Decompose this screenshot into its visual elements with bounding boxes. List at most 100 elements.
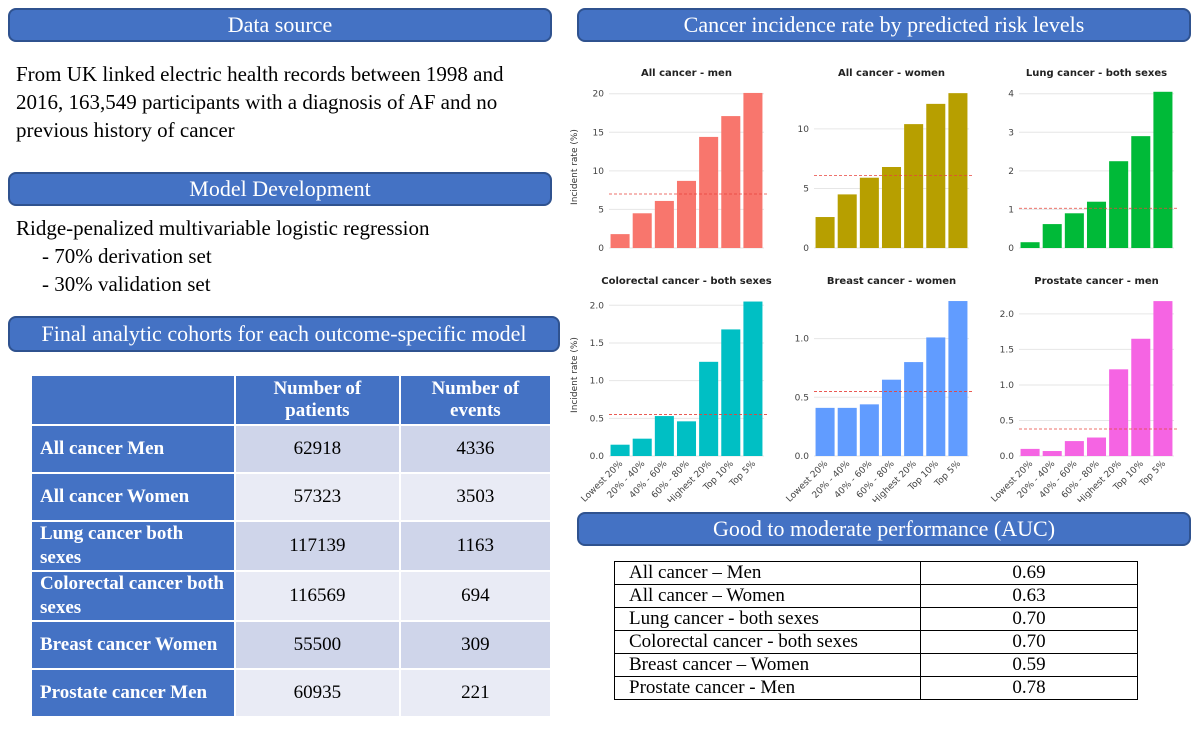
y-tick-label: 2	[1008, 167, 1014, 177]
y-tick-label: 2.0	[590, 301, 605, 311]
chart-title: Prostate cancer - men	[1034, 276, 1159, 287]
y-tick-label: 15	[593, 128, 604, 138]
cohort-row-patients: 117139	[234, 520, 401, 572]
auc-label: Lung cancer - both sexes	[614, 607, 921, 631]
bar	[837, 194, 857, 248]
auc-value: 0.78	[920, 676, 1138, 700]
table-row: Breast cancer – Women 0.59	[614, 653, 1138, 677]
y-tick-label: 1.5	[590, 339, 604, 349]
bar	[1064, 213, 1084, 248]
y-tick-label: 5	[598, 205, 604, 215]
cohort-row-label: All cancer Men	[30, 424, 236, 474]
bar	[699, 136, 719, 248]
bar	[1086, 437, 1107, 456]
bar	[743, 301, 763, 456]
cohort-table: Number of patients Number of events All …	[30, 374, 553, 718]
bar	[1109, 161, 1129, 248]
model-line-method: Ridge-penalized multivariable logistic r…	[16, 216, 430, 240]
table-row: Colorectal cancer - both sexes 0.70	[614, 630, 1138, 654]
cohort-row-events: 1163	[398, 520, 553, 572]
chart-title: Breast cancer - women	[827, 276, 956, 287]
chart-panel: All cancer - men 0 5 10 15 20 Incident rate (%…	[570, 68, 768, 254]
bar	[926, 103, 946, 248]
cohort-row-patients: 62918	[234, 424, 401, 474]
auc-value: 0.70	[920, 630, 1138, 654]
cohort-row-label: Lung cancer both sexes	[30, 520, 236, 572]
bar	[881, 167, 902, 248]
table-row: Breast cancer Women 55500 309	[30, 620, 553, 670]
bar	[904, 124, 924, 248]
table-row: Prostate cancer Men 60935 221	[30, 668, 553, 718]
bar	[1086, 201, 1107, 248]
y-tick-label: 1.0	[795, 335, 810, 345]
auc-value: 0.69	[920, 561, 1138, 585]
bar	[676, 421, 697, 456]
bar	[926, 337, 946, 456]
chart-panel: Lung cancer - both sexes 0 1 2 3 4	[1008, 68, 1178, 254]
cohort-row-label: Prostate cancer Men	[30, 668, 236, 718]
auc-title: Good to moderate performance (AUC)	[712, 516, 1056, 541]
cohort-row-events: 221	[398, 668, 553, 718]
cohorts-banner: Final analytic cohorts for each outcome-…	[8, 316, 560, 352]
bar	[837, 407, 857, 456]
bar	[1064, 441, 1084, 456]
auc-label: All cancer – Men	[614, 561, 921, 585]
bar	[859, 177, 879, 248]
bar	[904, 362, 924, 456]
cohort-row-label: All cancer Women	[30, 472, 236, 522]
auc-label: All cancer – Women	[614, 584, 921, 608]
cohorts-title: Final analytic cohorts for each outcome-…	[41, 321, 527, 346]
bar	[1042, 451, 1062, 456]
y-tick-label: 0.5	[1000, 416, 1014, 426]
bar	[676, 180, 697, 248]
bar	[699, 361, 719, 456]
bar	[815, 407, 835, 456]
auc-label: Prostate cancer - Men	[614, 676, 921, 700]
table-row: Colorectal cancer both sexes 116569 694	[30, 570, 553, 622]
auc-label: Breast cancer – Women	[614, 653, 921, 677]
cohort-row-events: 694	[398, 570, 553, 622]
cohort-row-patients: 57323	[234, 472, 401, 522]
cohort-row-events: 4336	[398, 424, 553, 474]
bar	[721, 116, 741, 248]
y-tick-label: 0.5	[795, 393, 809, 403]
model-development-text: Ridge-penalized multivariable logistic r…	[16, 214, 546, 298]
y-tick-label: 2.0	[1000, 310, 1015, 320]
bar	[948, 301, 968, 456]
cohort-row-events: 3503	[398, 472, 553, 522]
y-tick-label: 0	[598, 244, 604, 254]
y-tick-label: 0.5	[590, 414, 604, 424]
bar	[632, 438, 652, 456]
table-row: All cancer Women 57323 3503	[30, 472, 553, 522]
bar	[654, 416, 674, 456]
table-row: All cancer Men 62918 4336	[30, 424, 553, 474]
bar	[881, 379, 902, 456]
y-tick-label: 0.0	[795, 452, 810, 462]
y-axis-label: Incident rate (%)	[570, 337, 580, 413]
table-row: All cancer – Men 0.69	[614, 561, 1138, 585]
model-line-validation: - 30% validation set	[42, 272, 211, 296]
bar	[1042, 224, 1062, 248]
bar	[1131, 338, 1151, 456]
y-tick-label: 20	[593, 90, 605, 100]
y-tick-label: 0	[803, 244, 809, 254]
auc-value: 0.63	[920, 584, 1138, 608]
y-tick-label: 3	[1008, 128, 1014, 138]
y-tick-label: 5	[803, 184, 809, 194]
bar	[1153, 301, 1173, 456]
bar	[721, 329, 741, 456]
auc-label: Colorectal cancer - both sexes	[614, 630, 921, 654]
chart-panel: Prostate cancer - men0.00.51.01.52.0Lowe…	[990, 276, 1178, 502]
model-development-title: Model Development	[189, 176, 371, 201]
model-line-derivation: - 70% derivation set	[42, 244, 212, 268]
chart-panel: Colorectal cancer - both sexes 0.0 0.5 1.0 1…	[570, 276, 772, 502]
bar	[743, 92, 763, 248]
bar	[610, 234, 630, 248]
cohort-header-events: Number of events	[398, 374, 553, 426]
bar	[948, 93, 968, 248]
auc-value: 0.59	[920, 653, 1138, 677]
cohort-row-patients: 116569	[234, 570, 401, 622]
auc-banner: Good to moderate performance (AUC)	[577, 512, 1191, 546]
